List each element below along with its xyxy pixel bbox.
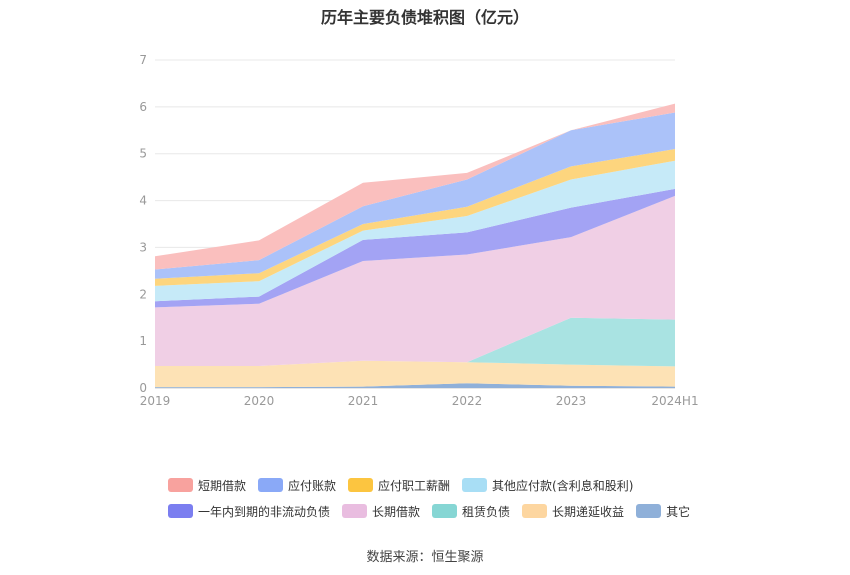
legend-swatch: [462, 478, 488, 492]
y-tick-label: 0: [139, 381, 147, 395]
legend-swatch: [636, 504, 662, 518]
x-tick-label: 2020: [244, 394, 275, 408]
legend-label: 长期递延收益: [552, 504, 625, 519]
legend: 短期借款 应付账款 应付职工薪酬 其他应付款(含利息和股利) 一年内到期的非流动负债 长…: [168, 472, 788, 524]
legend-label: 一年内到期的非流动负债: [198, 504, 331, 519]
x-tick-label: 2023: [556, 394, 587, 408]
legend-swatch: [342, 504, 368, 518]
chart-title: 历年主要负债堆积图（亿元）: [320, 8, 529, 27]
legend-item[interactable]: 其他应付款(含利息和股利): [462, 477, 633, 494]
series-area: [155, 103, 675, 270]
series-area: [155, 317, 675, 367]
series-area: [155, 188, 675, 308]
x-tick-label: 2021: [348, 394, 379, 408]
legend-swatch: [348, 478, 374, 492]
legend-item[interactable]: 应付职工薪酬: [348, 477, 450, 494]
legend-label: 应付职工薪酬: [378, 478, 451, 493]
legend-row-2: 一年内到期的非流动负债 长期借款 租赁负债 长期递延收益 其它: [168, 498, 788, 524]
legend-swatch: [168, 478, 193, 492]
legend-item[interactable]: 短期借款: [168, 477, 246, 494]
y-tick-label: 6: [139, 100, 147, 114]
legend-label: 应付账款: [288, 478, 337, 493]
series-area: [155, 360, 675, 388]
legend-label: 租赁负债: [462, 504, 511, 519]
legend-swatch: [432, 504, 458, 518]
y-tick-label: 4: [139, 194, 147, 208]
y-tick-label: 7: [139, 53, 147, 67]
legend-label: 长期借款: [372, 504, 421, 519]
legend-swatch: [522, 504, 548, 518]
legend-swatch: [168, 504, 193, 518]
legend-item[interactable]: 其它: [636, 503, 690, 520]
series-area: [155, 160, 675, 302]
series-area: [155, 195, 675, 366]
x-tick-label: 2024H1: [651, 394, 698, 408]
y-tick-label: 2: [139, 287, 147, 301]
legend-row-1: 短期借款 应付账款 应付职工薪酬 其他应付款(含利息和股利): [168, 472, 788, 498]
y-tick-label: 5: [139, 147, 147, 161]
y-tick-label: 1: [139, 334, 147, 348]
series-area: [155, 112, 675, 279]
legend-swatch: [258, 478, 284, 492]
x-axis-ticks: 2019 2020 2021 2022 2023 2024H1: [140, 394, 699, 408]
y-axis-ticks: 0 1 2 3 4 5 6 7: [139, 53, 147, 395]
legend-item[interactable]: 长期借款: [342, 503, 420, 520]
legend-item[interactable]: 租赁负债: [432, 503, 510, 520]
legend-label: 短期借款: [198, 478, 247, 493]
legend-item[interactable]: 长期递延收益: [522, 503, 624, 520]
legend-item[interactable]: 应付账款: [258, 477, 336, 494]
legend-item[interactable]: 一年内到期的非流动负债: [168, 503, 330, 520]
legend-label: 其它: [666, 504, 691, 519]
x-tick-label: 2022: [452, 394, 483, 408]
series-area: [155, 383, 675, 388]
y-tick-label: 3: [139, 240, 147, 254]
series-area: [155, 149, 675, 286]
x-tick-label: 2019: [140, 394, 171, 408]
series-areas: [155, 103, 675, 388]
data-source: 数据来源：恒生聚源: [366, 550, 484, 565]
legend-label: 其他应付款(含利息和股利): [492, 478, 634, 493]
